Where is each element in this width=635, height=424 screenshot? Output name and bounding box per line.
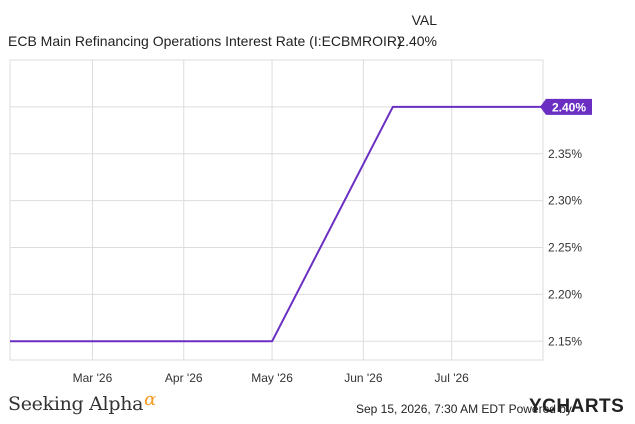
powered-by: Powered by — [508, 402, 572, 416]
plot-frame — [9, 59, 544, 361]
timestamp-note: Sep 15, 2026, 7:30 AM EDT Powered by — [356, 402, 572, 416]
y-tick-label: 2.20% — [548, 287, 582, 301]
y-tick-label: 2.35% — [548, 147, 582, 161]
series-line — [10, 105, 543, 343]
series-title: ECB Main Refinancing Operations Interest… — [8, 33, 402, 49]
y-tick-label: 2.15% — [548, 334, 582, 348]
y-tick-label: 2.25% — [548, 241, 582, 255]
badge-label: 2.40% — [552, 100, 586, 114]
ycharts-logo: YCHARTS — [529, 396, 625, 417]
x-tick-label: Apr '26 — [165, 371, 203, 385]
timestamp: Sep 15, 2026, 7:30 AM EDT — [356, 402, 506, 416]
y-tick-label: 2.30% — [548, 194, 582, 208]
badge-shape — [540, 98, 592, 115]
x-tick-label: Jun '26 — [344, 371, 383, 385]
x-tick-label: Jul '26 — [435, 371, 470, 385]
x-tick-label: Mar '26 — [73, 371, 113, 385]
alpha-icon: α — [144, 389, 157, 410]
seeking-alpha-logo: Seeking Alphaα — [8, 389, 156, 415]
current-value: 2.40% — [397, 33, 437, 49]
chart-grid — [9, 59, 544, 361]
last-value-badge: 2.40% — [540, 98, 592, 115]
value-column-header: VAL — [411, 12, 437, 28]
chart-series — [9, 105, 544, 343]
brand-name: Seeking Alpha — [8, 393, 144, 415]
x-tick-label: May '26 — [251, 371, 293, 385]
